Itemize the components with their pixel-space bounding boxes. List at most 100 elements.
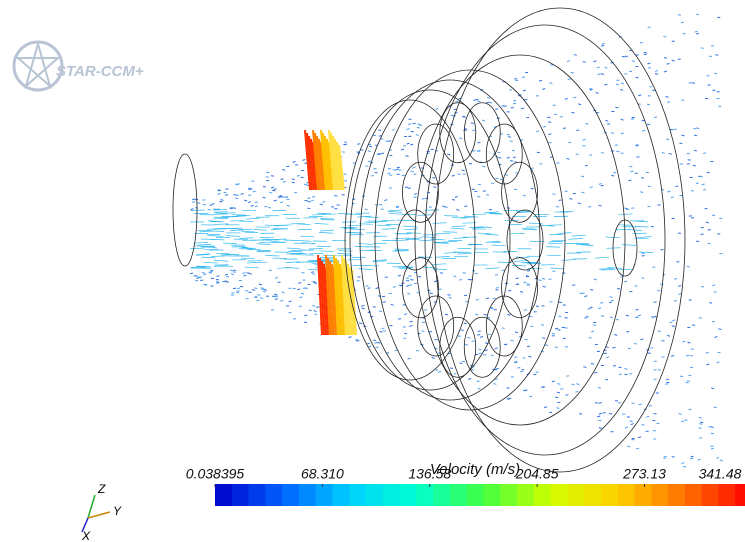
vector <box>590 90 593 91</box>
vector <box>478 349 481 350</box>
vector <box>241 194 244 195</box>
vector <box>557 384 560 385</box>
vector <box>524 99 527 100</box>
vector <box>373 307 376 308</box>
vector <box>257 250 271 251</box>
vector <box>440 273 443 274</box>
vector <box>599 205 602 206</box>
vector <box>389 155 392 156</box>
vector <box>243 273 246 274</box>
vector <box>692 83 695 84</box>
vector <box>640 339 643 340</box>
colorbar-swatch <box>416 484 433 506</box>
vector <box>263 291 266 292</box>
vector <box>557 233 571 234</box>
vector <box>453 237 467 238</box>
vector <box>220 254 234 255</box>
vector <box>521 108 524 109</box>
vector <box>298 229 312 230</box>
vector <box>657 290 660 291</box>
vector <box>281 179 284 180</box>
vector <box>468 378 471 379</box>
vector <box>388 141 391 142</box>
vector <box>672 320 675 321</box>
vector <box>512 265 526 266</box>
vector <box>581 192 584 193</box>
vector <box>417 127 420 128</box>
vector <box>694 135 697 136</box>
vector <box>550 268 564 269</box>
colorbar-swatch <box>567 484 584 506</box>
vector <box>218 190 221 191</box>
vector <box>198 244 212 245</box>
vector <box>388 210 402 211</box>
vector <box>268 207 271 208</box>
colorbar-tick-label: 273.13 <box>622 466 666 482</box>
vector <box>669 153 672 154</box>
vector <box>358 269 372 270</box>
vector <box>696 241 699 242</box>
vector <box>357 280 360 281</box>
vector <box>383 302 386 303</box>
vector <box>681 463 684 464</box>
colorbar-tick-label: 68.310 <box>301 466 344 482</box>
vector <box>573 97 576 98</box>
vector <box>576 384 579 385</box>
vector <box>599 414 602 415</box>
vector <box>337 254 351 255</box>
vector <box>368 346 371 347</box>
vector <box>302 272 305 273</box>
vector <box>672 326 675 327</box>
vector <box>436 256 450 257</box>
vector <box>220 200 223 201</box>
vector <box>406 129 409 130</box>
vector <box>362 308 365 309</box>
vector <box>591 331 594 332</box>
vane <box>486 124 522 184</box>
vector <box>711 433 714 434</box>
axis-triad: Z Y X <box>81 482 122 542</box>
vector <box>365 217 379 218</box>
vector <box>404 333 407 334</box>
colorbar-swatch <box>215 484 232 506</box>
vector <box>231 274 234 275</box>
vector <box>568 238 582 239</box>
vector <box>558 330 561 331</box>
colorbar-swatch <box>400 484 417 506</box>
vector <box>206 234 220 235</box>
vector <box>444 252 458 253</box>
vector <box>456 209 459 210</box>
vector <box>598 308 601 309</box>
vector <box>460 217 474 218</box>
vector <box>600 302 603 303</box>
vector <box>696 128 699 129</box>
vector <box>579 245 593 246</box>
vector <box>624 281 627 282</box>
vector <box>607 124 610 125</box>
vector <box>309 310 312 311</box>
vector <box>478 184 481 185</box>
vector <box>548 122 551 123</box>
vector <box>447 295 450 296</box>
vector <box>617 288 620 289</box>
vector <box>404 314 407 315</box>
vector <box>565 317 568 318</box>
vector <box>409 326 412 327</box>
vector <box>614 334 617 335</box>
vector <box>312 214 326 215</box>
vector <box>484 314 487 315</box>
vector <box>574 55 577 56</box>
colorbar-swatch <box>651 484 668 506</box>
vector <box>410 144 413 145</box>
vector <box>609 302 612 303</box>
vector <box>691 456 694 457</box>
vector <box>389 213 403 214</box>
vector <box>711 388 714 389</box>
vector <box>648 186 651 187</box>
vector <box>578 104 581 105</box>
vector <box>438 372 441 373</box>
vector <box>658 331 661 332</box>
vector <box>588 206 591 207</box>
vector <box>462 170 465 171</box>
vector <box>621 83 624 84</box>
